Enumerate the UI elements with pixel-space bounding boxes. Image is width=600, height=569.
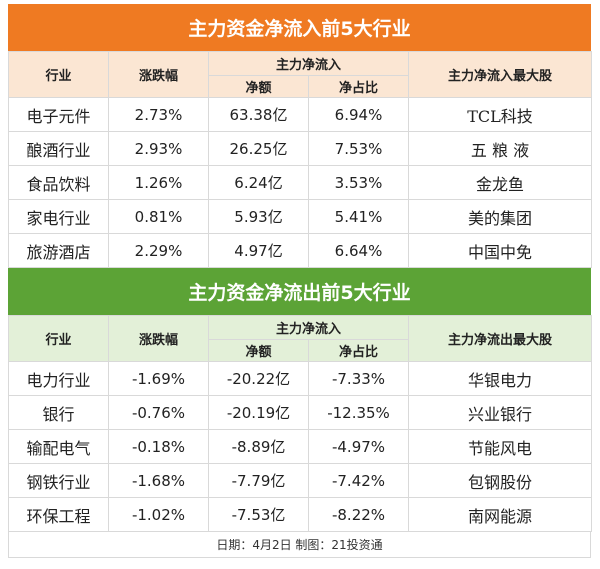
outflow-header-row: 行业 涨跌幅 主力净流入 主力净流出最大股 bbox=[8, 315, 593, 362]
ratio-cell: -7.42% bbox=[307, 463, 410, 498]
amount-cell: -8.89亿 bbox=[208, 429, 309, 464]
footer-note: 日期：4月2日 制图：21投资通 bbox=[8, 532, 591, 558]
industry-cell: 酿酒行业 bbox=[8, 131, 109, 166]
inflow-header-row: 行业 涨跌幅 主力净流入 主力净流入最大股 bbox=[8, 51, 593, 98]
stock-cell: 包钢股份 bbox=[408, 463, 593, 498]
industry-cell: 环保工程 bbox=[8, 497, 109, 532]
industry-cell: 输配电气 bbox=[8, 429, 109, 464]
header-top-stock: 主力净流出最大股 bbox=[408, 315, 593, 362]
amount-cell: -20.19亿 bbox=[208, 395, 309, 430]
stock-cell: 兴业银行 bbox=[408, 395, 593, 430]
header-amount: 净额 bbox=[208, 75, 309, 98]
industry-cell: 电力行业 bbox=[8, 361, 109, 396]
header-top-stock: 主力净流入最大股 bbox=[408, 51, 593, 98]
industry-cell: 旅游酒店 bbox=[8, 233, 109, 268]
amount-cell: -7.79亿 bbox=[208, 463, 309, 498]
ratio-cell: 5.41% bbox=[307, 199, 410, 234]
outflow-title: 主力资金净流出前5大行业 bbox=[8, 268, 591, 315]
stock-cell: 中国中免 bbox=[408, 233, 593, 268]
stock-cell: 美的集团 bbox=[408, 199, 593, 234]
ratio-cell: -12.35% bbox=[307, 395, 410, 430]
change-cell: -1.68% bbox=[108, 463, 209, 498]
table-row: 食品饮料 1.26% 6.24亿 3.53% 金龙鱼 bbox=[8, 165, 593, 200]
stock-cell: 金龙鱼 bbox=[408, 165, 593, 200]
header-change: 涨跌幅 bbox=[108, 315, 209, 362]
change-cell: 2.29% bbox=[108, 233, 209, 268]
change-cell: 2.93% bbox=[108, 131, 209, 166]
industry-cell: 银行 bbox=[8, 395, 109, 430]
ratio-cell: -4.97% bbox=[307, 429, 410, 464]
ratio-cell: 6.64% bbox=[307, 233, 410, 268]
change-cell: -1.69% bbox=[108, 361, 209, 396]
header-change: 涨跌幅 bbox=[108, 51, 209, 98]
header-netflow-group: 主力净流入 bbox=[207, 51, 410, 76]
stock-cell: 南网能源 bbox=[408, 497, 593, 532]
amount-cell: 6.24亿 bbox=[208, 165, 309, 200]
table-row: 旅游酒店 2.29% 4.97亿 6.64% 中国中免 bbox=[8, 233, 593, 268]
amount-cell: -20.22亿 bbox=[208, 361, 309, 396]
header-industry: 行业 bbox=[8, 315, 109, 362]
ratio-cell: 6.94% bbox=[307, 97, 410, 132]
header-ratio: 净占比 bbox=[307, 75, 410, 98]
table-row: 银行 -0.76% -20.19亿 -12.35% 兴业银行 bbox=[8, 395, 593, 430]
table-row: 酿酒行业 2.93% 26.25亿 7.53% 五 粮 液 bbox=[8, 131, 593, 166]
outflow-subheader-row: 净额 净占比 bbox=[9, 339, 592, 362]
header-industry: 行业 bbox=[8, 51, 109, 98]
inflow-subheader-row: 净额 净占比 bbox=[9, 75, 592, 98]
fund-flow-sheet: 主力资金净流入前5大行业 行业 涨跌幅 主力净流入 主力净流入最大股 净额 净占… bbox=[8, 4, 593, 558]
table-row: 电力行业 -1.69% -20.22亿 -7.33% 华银电力 bbox=[8, 361, 593, 396]
table-row: 家电行业 0.81% 5.93亿 5.41% 美的集团 bbox=[8, 199, 593, 234]
table-row: 输配电气 -0.18% -8.89亿 -4.97% 节能风电 bbox=[8, 429, 593, 464]
stock-cell: 五 粮 液 bbox=[408, 131, 593, 166]
change-cell: 1.26% bbox=[108, 165, 209, 200]
stock-cell: 华银电力 bbox=[408, 361, 593, 396]
inflow-title: 主力资金净流入前5大行业 bbox=[8, 4, 591, 51]
change-cell: -0.18% bbox=[108, 429, 209, 464]
table-row: 钢铁行业 -1.68% -7.79亿 -7.42% 包钢股份 bbox=[8, 463, 593, 498]
industry-cell: 电子元件 bbox=[8, 97, 109, 132]
header-netflow-group: 主力净流入 bbox=[207, 315, 410, 340]
change-cell: -1.02% bbox=[108, 497, 209, 532]
amount-cell: 4.97亿 bbox=[208, 233, 309, 268]
industry-cell: 钢铁行业 bbox=[8, 463, 109, 498]
industry-cell: 家电行业 bbox=[8, 199, 109, 234]
ratio-cell: 3.53% bbox=[307, 165, 410, 200]
change-cell: 0.81% bbox=[108, 199, 209, 234]
stock-cell: 节能风电 bbox=[408, 429, 593, 464]
change-cell: -0.76% bbox=[108, 395, 209, 430]
ratio-cell: -7.33% bbox=[307, 361, 410, 396]
ratio-cell: 7.53% bbox=[307, 131, 410, 166]
industry-cell: 食品饮料 bbox=[8, 165, 109, 200]
inflow-table: 行业 涨跌幅 主力净流入 主力净流入最大股 净额 净占比 电子元件 2.73% … bbox=[8, 51, 593, 268]
header-amount: 净额 bbox=[208, 339, 309, 362]
table-row: 环保工程 -1.02% -7.53亿 -8.22% 南网能源 bbox=[8, 497, 593, 532]
table-row: 电子元件 2.73% 63.38亿 6.94% TCL科技 bbox=[8, 97, 593, 132]
header-ratio: 净占比 bbox=[307, 339, 410, 362]
amount-cell: 63.38亿 bbox=[208, 97, 309, 132]
amount-cell: 26.25亿 bbox=[208, 131, 309, 166]
outflow-table: 行业 涨跌幅 主力净流入 主力净流出最大股 净额 净占比 电力行业 -1.69%… bbox=[8, 315, 593, 532]
amount-cell: -7.53亿 bbox=[208, 497, 309, 532]
ratio-cell: -8.22% bbox=[307, 497, 410, 532]
amount-cell: 5.93亿 bbox=[208, 199, 309, 234]
change-cell: 2.73% bbox=[108, 97, 209, 132]
stock-cell: TCL科技 bbox=[408, 97, 593, 132]
